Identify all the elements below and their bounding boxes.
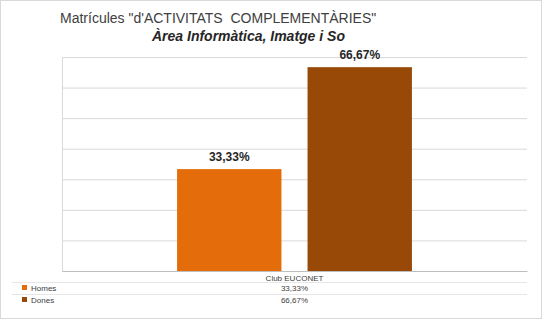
grid-line (62, 57, 527, 58)
x-axis-line (63, 271, 528, 272)
table-rule (12, 282, 527, 283)
legend-key (22, 297, 27, 302)
grid-line (62, 210, 527, 211)
data-label: 33,33% (209, 150, 250, 164)
y-tick (62, 271, 527, 272)
grid-line (62, 88, 527, 89)
data-label: 66,67% (339, 48, 380, 62)
legend-label: Homes (31, 284, 56, 293)
legend-label: Dones (31, 296, 54, 305)
chart: Matrícules "d'ACTIVITATS COMPLEMENTÀRIES… (0, 0, 542, 319)
grid-line (62, 240, 527, 241)
category-label: Club EUCONET (266, 274, 324, 283)
y-axis-line (63, 58, 528, 272)
grid-line (62, 179, 527, 180)
chart-border (1, 1, 542, 319)
x-axis: Club EUCONET (63, 271, 528, 283)
x-tick: Club EUCONET (266, 271, 324, 283)
title: Matrícules "d'ACTIVITATS COMPLEMENTÀRIES… (60, 10, 376, 26)
y-tick (62, 149, 527, 150)
y-tick (62, 240, 527, 241)
table-value: 66,67% (281, 296, 308, 305)
y-tick (62, 88, 527, 89)
y-tick (62, 179, 527, 180)
data-table: Homes 33,33% Dones 66,67% (12, 283, 527, 306)
table-value: 33,33% (281, 284, 308, 293)
grid-line (62, 118, 527, 119)
y-axis (62, 58, 527, 272)
grid-line (62, 271, 527, 272)
bar (177, 169, 281, 271)
table-rule (12, 294, 527, 295)
subtitle: Àrea Informàtica, Imatge i So (151, 28, 345, 44)
y-tick (62, 57, 527, 58)
bar (308, 67, 412, 271)
y-tick (62, 118, 527, 119)
legend-key (22, 285, 27, 290)
bars (177, 67, 412, 271)
grid-line (62, 149, 527, 150)
y-tick (62, 210, 527, 211)
